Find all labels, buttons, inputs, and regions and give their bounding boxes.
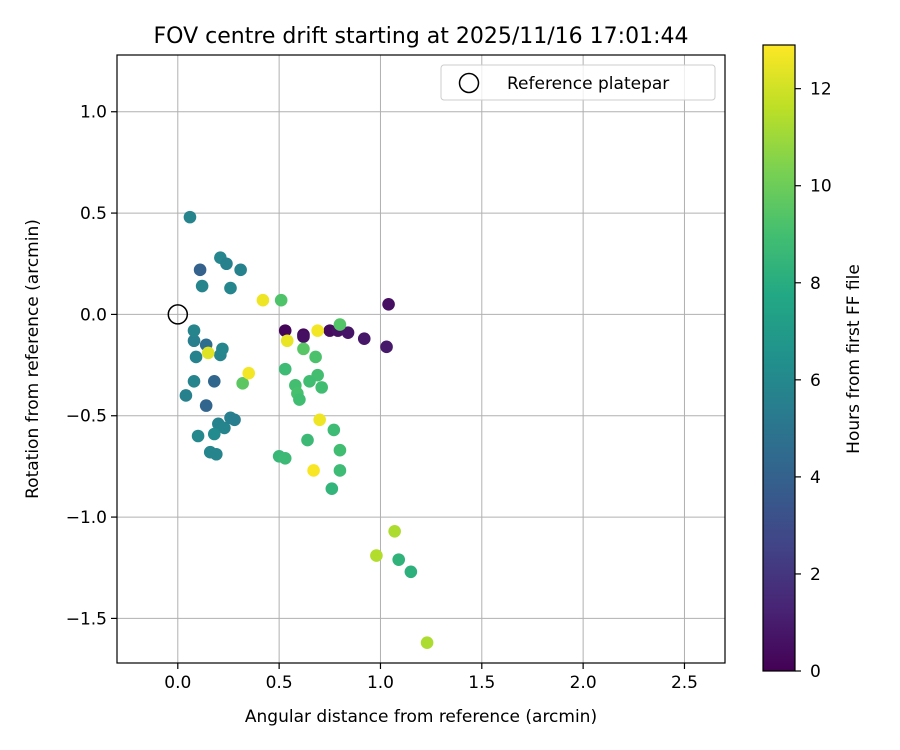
scatter-point	[234, 263, 247, 277]
scatter-point	[420, 636, 434, 650]
x-axis-label: Angular distance from reference (arcmin)	[245, 707, 597, 727]
scatter-point	[327, 423, 341, 437]
reference-point-marker	[167, 304, 189, 325]
x-axis-ticks: 0.0 0.5 1.0 1.5 2.0 2.5	[164, 663, 698, 693]
scatter-point	[309, 350, 322, 364]
y-tick-label: 0.0	[80, 305, 107, 325]
plot-frame	[116, 54, 726, 664]
y-tick-label: −1.5	[66, 609, 107, 629]
colorbar-tick-label: 4	[810, 468, 821, 488]
y-tick-label: −0.5	[66, 407, 107, 427]
x-tick-label: 2.5	[671, 673, 698, 693]
scatter-point	[325, 482, 339, 496]
x-tick-label: 2.0	[570, 673, 597, 693]
scatter-point	[303, 374, 316, 388]
scatter-point	[278, 452, 292, 465]
reference-point-group	[167, 304, 189, 325]
colorbar-tick-label: 0	[810, 662, 821, 682]
scatter-point	[191, 429, 205, 443]
scatter-point	[297, 330, 310, 344]
scatter-point	[256, 293, 270, 307]
colorbar-tick-label: 12	[810, 80, 832, 100]
scatter-point	[293, 393, 306, 406]
x-tick-label: 1.5	[468, 673, 495, 693]
scatter-point	[313, 413, 326, 427]
legend-box	[440, 64, 716, 101]
scatter-point	[193, 263, 207, 277]
scatter-point	[301, 433, 314, 447]
scatter-point	[380, 340, 393, 354]
y-tick-label: −1.0	[66, 508, 107, 528]
scatter-point	[210, 447, 223, 461]
scatter-point	[228, 413, 241, 427]
scatter-point	[179, 389, 193, 402]
scatter-point	[189, 350, 203, 364]
colorbar-tick-label: 2	[810, 565, 821, 585]
scatter-point	[218, 421, 231, 435]
scatter-point	[278, 362, 292, 376]
x-tick-label: 0.0	[164, 673, 191, 693]
scatter-point	[195, 279, 209, 293]
scatter-point	[357, 332, 371, 346]
colorbar-tick-label: 6	[810, 371, 821, 391]
colorbar	[763, 45, 795, 671]
y-tick-label: 1.0	[80, 103, 107, 123]
scatter-point	[315, 381, 328, 394]
scatter-point	[274, 293, 288, 307]
scatter-point	[370, 549, 383, 562]
legend-marker-icon	[458, 72, 480, 94]
colorbar-tick-label: 8	[810, 274, 821, 294]
grid-lines	[117, 55, 725, 663]
chart-title: FOV centre drift starting at 2025/11/16 …	[154, 24, 689, 49]
scatter-point	[220, 257, 233, 271]
colorbar-ticks: 0 2 4 6 8 10 12	[795, 80, 832, 682]
scatter-point	[207, 374, 221, 388]
scatter-point	[382, 297, 395, 311]
scatter-point	[341, 326, 355, 339]
scatter-point	[187, 334, 201, 348]
x-tick-label: 0.5	[266, 673, 293, 693]
scatter-point	[333, 464, 347, 477]
scatter-point	[311, 324, 324, 337]
scatter-point	[280, 334, 294, 348]
y-tick-label: 0.5	[80, 204, 107, 224]
scatter-point	[388, 524, 401, 538]
data-points	[179, 210, 434, 650]
scatter-point	[183, 210, 197, 224]
scatter-point	[242, 366, 256, 380]
scatter-point	[333, 443, 347, 457]
scatter-point	[307, 464, 320, 477]
scatter-point	[187, 324, 201, 337]
colorbar-frame	[762, 44, 796, 672]
scatter-point	[201, 346, 215, 360]
scatter-point	[216, 342, 229, 356]
scatter-point	[297, 342, 310, 356]
y-axis-ticks: 1.0 0.5 0.0 −0.5 −1.0 −1.5	[66, 103, 117, 629]
colorbar-tick-label: 10	[810, 177, 832, 197]
y-axis-label: Rotation from reference (arcmin)	[23, 219, 43, 499]
scatter-point	[236, 377, 249, 390]
legend-label: Reference platepar	[507, 74, 669, 94]
scatter-point	[392, 553, 406, 566]
scatter-point	[224, 281, 237, 295]
scatter-point	[187, 374, 201, 388]
scatter-point	[278, 324, 292, 337]
x-tick-label: 1.0	[367, 673, 394, 693]
scatter-point	[199, 399, 213, 412]
scatter-point	[404, 565, 418, 579]
scatter-point	[333, 318, 347, 331]
scatter-point	[207, 427, 221, 441]
legend: Reference platepar	[440, 64, 716, 101]
colorbar-label: Hours from first FF file	[844, 264, 864, 454]
